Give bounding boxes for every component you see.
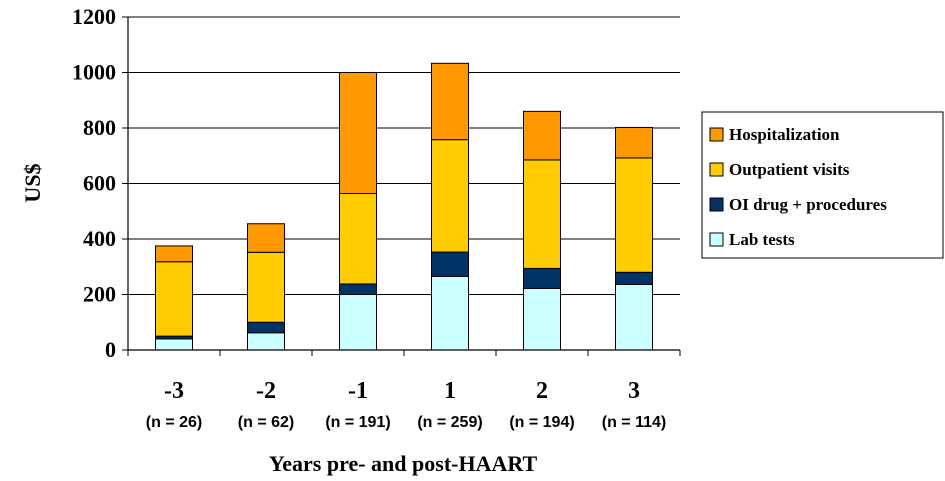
bar-segment — [155, 261, 193, 337]
bar-segment — [431, 139, 469, 253]
legend-label: OI drug + procedures — [729, 195, 887, 214]
legend: Hospitalization Outpatient visits OI drug … — [701, 111, 944, 259]
legend-label: Hospitalization — [729, 125, 840, 144]
bar-segment — [523, 267, 561, 289]
bar-segment — [247, 321, 285, 334]
bar-segment — [615, 284, 653, 351]
bar-segment — [615, 126, 653, 159]
bar-segment — [615, 271, 653, 286]
legend-box — [701, 111, 944, 259]
x-tick-sublabel: (n = 62) — [238, 414, 294, 431]
y-tick-label: 600 — [83, 171, 116, 196]
bar-segment — [247, 332, 285, 351]
x-tick-sublabel: (n = 26) — [146, 414, 202, 431]
x-tick-label: -1 — [348, 378, 368, 404]
x-tick-sublabel: (n = 191) — [325, 414, 390, 431]
legend-swatch — [709, 162, 724, 177]
bar-segment — [155, 338, 193, 351]
legend-label: Outpatient visits — [729, 160, 850, 179]
bar-segment — [339, 192, 377, 285]
legend-label: Lab tests — [729, 230, 795, 249]
bar-segment — [431, 62, 469, 141]
bar-segment — [615, 157, 653, 273]
bar-segment — [339, 294, 377, 351]
y-tick-labels: 0 200 400 600 800 1000 1200 — [72, 4, 116, 362]
y-tick-label: 400 — [83, 226, 116, 251]
bar-segment — [155, 245, 193, 263]
x-tick-label: -2 — [256, 378, 276, 404]
y-tick-label: 1200 — [72, 4, 116, 29]
bar-segment — [523, 159, 561, 269]
x-tick-sublabel: (n = 114) — [602, 414, 666, 431]
x-tick-label: -3 — [164, 378, 184, 404]
legend-swatch — [709, 232, 724, 247]
legend-swatch — [709, 127, 724, 142]
x-tick-label: 1 — [444, 378, 456, 404]
bar-segment — [247, 223, 285, 253]
gridlines — [128, 16, 680, 295]
bar-segment — [339, 283, 377, 295]
bar-stacks — [155, 62, 653, 351]
x-tick-label: 3 — [628, 378, 640, 404]
bar-segment — [431, 251, 469, 277]
bar-segment — [523, 287, 561, 351]
x-tick-label: 2 — [536, 378, 548, 404]
x-tick-sublabel: (n = 194) — [509, 414, 574, 431]
y-tick-label: 0 — [105, 337, 116, 362]
axes — [122, 16, 681, 356]
bar-segment — [523, 110, 561, 161]
y-tick-label: 200 — [83, 282, 116, 307]
x-tick-labels: -3 (n = 26) -2 (n = 62) -1 (n = 191) 1 (n = 259… — [146, 378, 666, 431]
bar-segment — [431, 275, 469, 351]
y-tick-label: 800 — [83, 115, 116, 140]
y-axis-label: US$ — [20, 163, 45, 202]
bar-segment — [247, 251, 285, 323]
y-tick-label: 1000 — [72, 60, 116, 85]
x-axis-label: Years pre- and post-HAART — [269, 451, 538, 476]
x-tick-sublabel: (n = 259) — [417, 414, 482, 431]
bar-segment — [339, 72, 377, 194]
legend-swatch — [709, 197, 724, 212]
